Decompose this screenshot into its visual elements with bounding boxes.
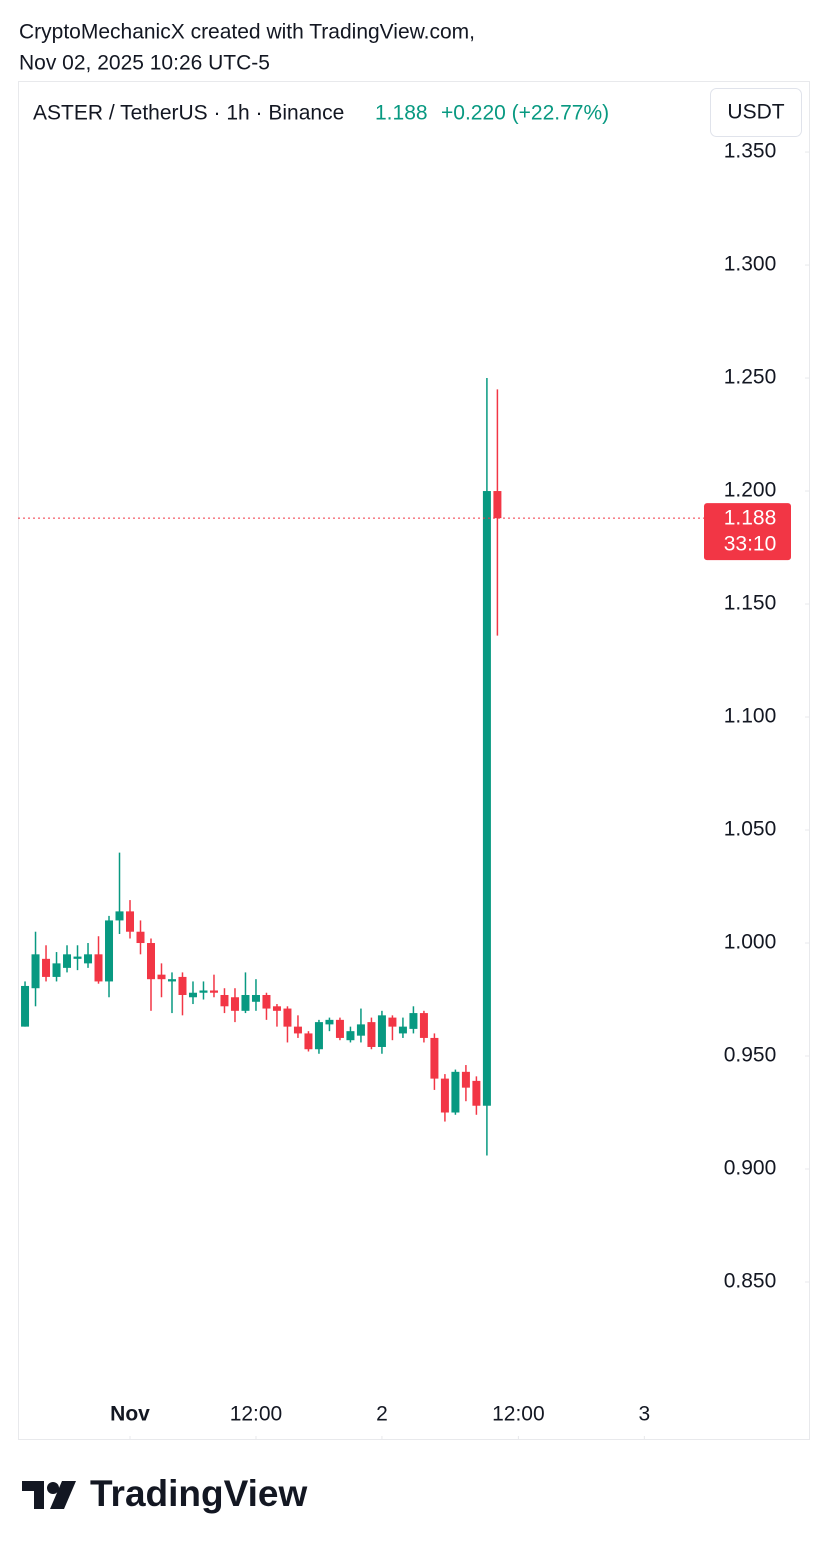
y-tick-label: 1.200: [724, 479, 777, 502]
candle-body: [493, 491, 502, 519]
candle-body: [451, 1071, 460, 1113]
candle-body: [346, 1031, 355, 1041]
candle-body: [42, 958, 51, 977]
x-tick-label: 12:00: [492, 1403, 545, 1426]
candle-body: [304, 1033, 313, 1050]
currency-label[interactable]: USDT: [727, 101, 784, 124]
candle-body: [157, 974, 166, 980]
y-tick-label: 1.000: [724, 931, 777, 954]
candle-body: [398, 1026, 407, 1034]
x-tick-label: Nov: [110, 1403, 150, 1426]
candle-body: [105, 920, 114, 982]
candle-body: [440, 1078, 449, 1113]
brand-logo: [22, 1481, 76, 1509]
x-tick-label: 12:00: [230, 1403, 283, 1426]
brand-name: TradingView: [90, 1473, 307, 1514]
candle-body: [472, 1080, 481, 1106]
author-line: CryptoMechanicX created with TradingView…: [19, 21, 475, 44]
candle-body: [21, 985, 30, 1027]
candle-body: [126, 911, 135, 932]
y-tick-label: 1.300: [724, 253, 777, 276]
candle-body: [52, 963, 61, 977]
y-tick-label: 0.850: [724, 1270, 777, 1293]
candle-body: [188, 992, 197, 998]
y-tick-label: 0.950: [724, 1044, 777, 1067]
candle-body: [377, 1015, 386, 1047]
candle-body: [272, 1006, 281, 1011]
x-tick-label: 3: [639, 1403, 651, 1426]
candle-body: [461, 1071, 470, 1088]
candle-body: [136, 931, 145, 944]
y-tick-label: 1.100: [724, 705, 777, 728]
candle-body: [146, 943, 155, 980]
candle-body: [63, 954, 72, 968]
candle-body: [31, 954, 40, 989]
candle-body: [388, 1017, 397, 1027]
candle-body: [335, 1019, 344, 1038]
candle-body: [367, 1022, 376, 1047]
price-label: 1.188: [724, 507, 777, 530]
candle-body: [356, 1024, 365, 1036]
candle-body: [419, 1013, 428, 1038]
timestamp: Nov 02, 2025 10:26 UTC-5: [19, 52, 270, 75]
candle-body: [314, 1022, 323, 1050]
y-tick-label: 1.050: [724, 818, 777, 841]
candle-body: [262, 994, 271, 1009]
y-tick-label: 0.900: [724, 1157, 777, 1180]
price-change: +0.220 (+22.77%): [441, 102, 609, 125]
candle-body: [430, 1037, 439, 1079]
candle-body: [115, 911, 124, 921]
candle-body: [84, 954, 93, 964]
candle-body: [409, 1013, 418, 1029]
candle-body: [73, 956, 82, 959]
symbol: ASTER / TetherUS · 1h · Binance: [33, 102, 344, 125]
candle-body: [178, 976, 187, 995]
candle-body: [241, 994, 250, 1011]
candle-body: [94, 954, 103, 982]
currency-button[interactable]: [710, 88, 802, 137]
x-tick-label: 2: [376, 1403, 388, 1426]
last-price: 1.188: [375, 102, 428, 125]
candle-body: [199, 990, 208, 993]
candle-body: [209, 990, 218, 993]
y-tick-label: 1.350: [724, 140, 777, 163]
price-label-box: [704, 503, 791, 561]
candle-body: [293, 1026, 302, 1034]
candle-body: [220, 994, 229, 1007]
candle-body: [251, 994, 260, 1002]
candle-body: [167, 979, 176, 982]
chart-frame: [18, 81, 810, 1440]
plot-area: 0.850 0.900 0.950 1.000 1.050 1.100 1.150 1.200…: [18, 140, 809, 1439]
candle-body: [283, 1008, 292, 1027]
y-tick-label: 1.150: [724, 592, 777, 615]
countdown: 33:10: [724, 533, 777, 556]
y-tick-label: 1.250: [724, 366, 777, 389]
candle-body: [230, 997, 239, 1011]
candle-body: [482, 491, 491, 1106]
candle-body: [325, 1019, 334, 1025]
